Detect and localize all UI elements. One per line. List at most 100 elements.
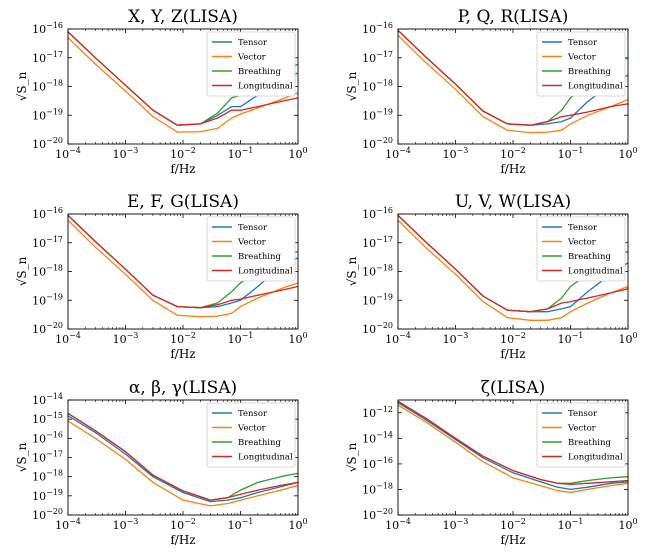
legend-label-breathing: Breathing — [568, 67, 611, 77]
legend-label-vector: Vector — [567, 424, 597, 434]
data-point-vector — [280, 99, 282, 101]
y-tick-label: 10−18 — [32, 79, 63, 94]
data-point-longitudinal — [569, 301, 572, 303]
x-tick-label: 10−1 — [558, 146, 584, 161]
y-tick-label: 10−19 — [32, 488, 63, 503]
data-point-longitudinal — [482, 295, 484, 297]
data-point-breathing — [239, 282, 242, 284]
data-point-longitudinal — [280, 484, 282, 486]
data-point-longitudinal — [152, 294, 154, 296]
data-point-vector — [587, 114, 589, 116]
data-point-vector — [482, 461, 484, 463]
data-point-vector — [587, 488, 589, 490]
data-point-tensor — [512, 472, 514, 474]
data-point-vector — [152, 299, 154, 301]
y-tick-label: 10−18 — [32, 264, 63, 279]
data-point-tensor — [561, 308, 563, 310]
data-point-tensor — [217, 114, 219, 116]
legend-label-breathing: Breathing — [238, 252, 281, 262]
data-point-tensor — [152, 476, 154, 478]
data-point-longitudinal — [239, 298, 242, 300]
legend-label-longitudinal: Longitudinal — [238, 453, 293, 463]
data-point-vector — [217, 127, 219, 129]
data-point-longitudinal — [610, 481, 612, 483]
x-tick-label: 100 — [288, 146, 307, 161]
series-line-vector — [398, 34, 628, 134]
legend-label-tensor: Tensor — [238, 38, 268, 48]
legend-box — [536, 216, 626, 282]
data-point-tensor — [231, 302, 233, 304]
data-point-longitudinal — [94, 57, 96, 59]
y-tick-label: 10−17 — [32, 235, 63, 250]
data-point-vector — [506, 129, 508, 131]
data-point-breathing — [231, 291, 233, 293]
data-point-longitudinal — [587, 297, 589, 299]
data-point-longitudinal — [424, 241, 426, 243]
data-point-longitudinal — [561, 116, 563, 118]
x-tick-label: 10−3 — [443, 331, 469, 346]
data-point-vector — [257, 107, 259, 109]
legend-label-vector: Vector — [237, 53, 267, 63]
data-point-vector — [94, 63, 96, 65]
data-point-tensor — [227, 499, 229, 501]
data-point-tensor — [569, 488, 572, 490]
data-point-longitudinal — [94, 430, 96, 432]
y-tick-label: 10−20 — [362, 321, 393, 336]
legend-label-longitudinal: Longitudinal — [568, 453, 623, 463]
data-point-breathing — [257, 481, 259, 483]
series-line-vector — [398, 219, 628, 321]
y-tick-label: 10−20 — [32, 321, 63, 336]
y-tick-label: 10−17 — [32, 50, 63, 65]
y-axis-label: √S_n — [345, 442, 359, 472]
data-point-breathing — [561, 109, 563, 111]
y-axis-label: √S_n — [345, 71, 359, 101]
y-tick-label: 10−20 — [32, 507, 63, 522]
x-tick-label: 10−3 — [113, 146, 139, 161]
y-tick-label: 10−16 — [32, 430, 63, 445]
plot-frame — [67, 399, 299, 516]
data-point-vector — [569, 491, 572, 493]
data-point-vector — [217, 315, 219, 317]
data-point-longitudinal — [424, 56, 426, 58]
data-point-longitudinal — [124, 451, 127, 453]
data-point-vector — [257, 495, 259, 497]
x-tick-label: 10−4 — [55, 146, 81, 161]
data-point-tensor — [547, 123, 549, 125]
x-tick-label: 10−2 — [170, 517, 196, 532]
data-point-vector — [506, 317, 508, 319]
x-axis-label: f/Hz — [170, 533, 195, 547]
x-tick-label: 10−3 — [113, 517, 139, 532]
x-axis-label: f/Hz — [500, 533, 525, 547]
y-tick-label: 10−16 — [362, 456, 393, 471]
data-point-tensor — [557, 486, 559, 488]
legend: Tensor Vector Breathing Longitudinal — [206, 31, 296, 97]
panel-1: X, Y, Z(LISA) 10−4 10−3 10−2 10−1 100 10−20 10−… — [15, 7, 308, 176]
data-point-longitudinal — [152, 474, 154, 476]
plot-frame — [397, 28, 629, 145]
data-point-longitudinal — [217, 304, 219, 306]
data-point-vector — [124, 458, 127, 460]
data-point-breathing — [569, 285, 572, 288]
series-group — [68, 412, 298, 507]
y-tick-label: 10−16 — [32, 21, 63, 36]
data-point-tensor — [454, 439, 457, 441]
x-tick-label: 100 — [288, 331, 307, 346]
x-tick-label: 10−2 — [500, 331, 526, 346]
data-point-tensor — [539, 481, 542, 483]
data-point-longitudinal — [512, 470, 514, 472]
data-point-tensor — [182, 491, 184, 494]
data-point-breathing — [239, 489, 242, 491]
data-point-vector — [529, 319, 531, 321]
data-point-breathing — [217, 112, 219, 114]
data-point-breathing — [587, 479, 589, 482]
data-point-tensor — [610, 482, 612, 484]
data-point-breathing — [217, 302, 219, 304]
legend-label-vector: Vector — [237, 424, 267, 434]
data-point-vector — [280, 489, 282, 491]
x-tick-label: 10−1 — [558, 517, 584, 532]
data-point-longitudinal — [454, 437, 457, 439]
legend-label-tensor: Tensor — [238, 409, 268, 419]
x-tick-label: 10−4 — [385, 331, 411, 346]
data-point-vector — [94, 246, 96, 248]
